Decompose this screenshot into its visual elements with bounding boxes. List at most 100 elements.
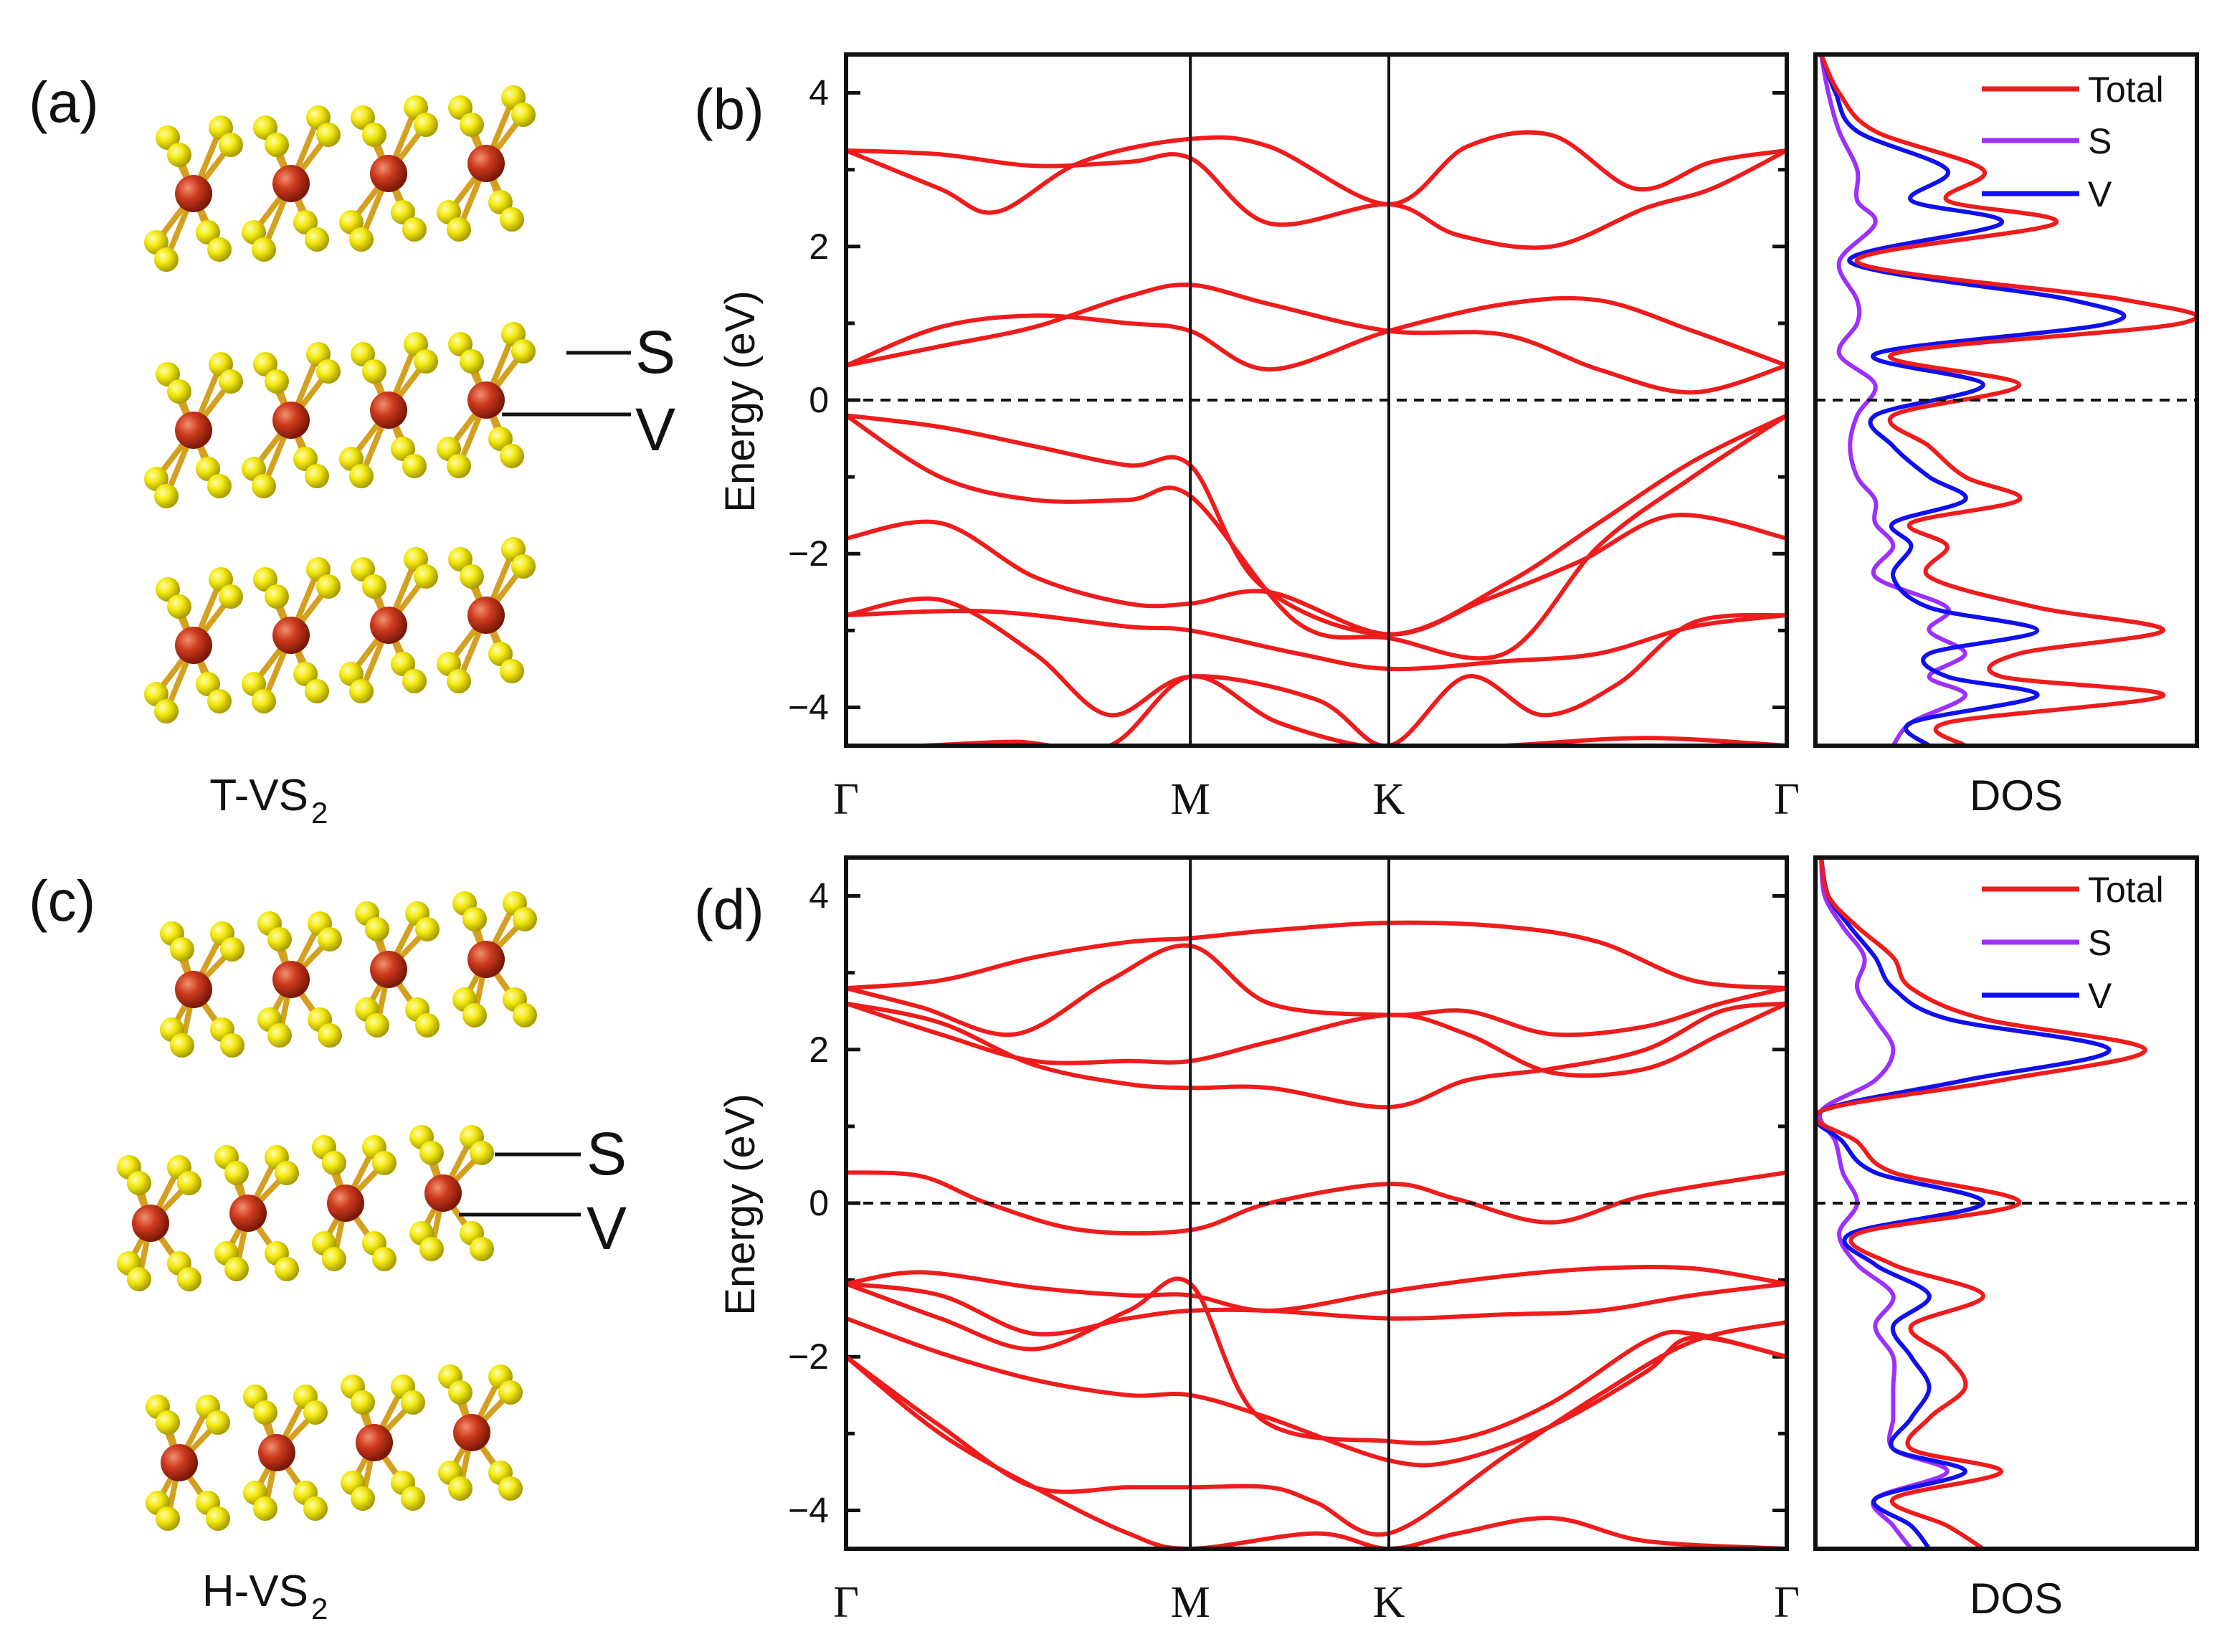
- dos-plot-frame: [1813, 52, 2199, 748]
- s-atom: [265, 369, 289, 394]
- band-line-3: [846, 1276, 1787, 1446]
- s-atom: [498, 1380, 523, 1405]
- s-atom: [267, 1023, 292, 1048]
- s-atom: [414, 113, 438, 137]
- band-structure-panel-b: (b) Energy (eV) DOS 4 2 0 −2 −4 Γ M K Γ Total S…: [694, 52, 2199, 824]
- band-lines: [846, 130, 1787, 746]
- s-atom: [372, 1151, 397, 1175]
- structure-panel-a: (a) S V T-VS 2: [29, 70, 675, 830]
- s-atom: [206, 1410, 230, 1435]
- s-atom: [498, 1476, 523, 1501]
- y-tick-label: 2: [809, 1030, 829, 1070]
- s-atom: [415, 1013, 440, 1038]
- band-line-3: [846, 513, 1787, 637]
- s-atom: [448, 332, 473, 356]
- s-atom: [207, 474, 232, 498]
- structure-subscript: 2: [311, 1592, 328, 1625]
- s-atom-label: S: [587, 1120, 627, 1187]
- s-atom: [224, 1161, 249, 1185]
- s-atom: [156, 362, 180, 386]
- s-atom: [220, 1033, 244, 1058]
- s-atom: [414, 564, 438, 589]
- v-atom: [453, 1414, 490, 1451]
- s-atom: [252, 474, 276, 498]
- s-atom: [207, 237, 232, 262]
- band-line-7: [846, 283, 1787, 395]
- v-atom: [272, 617, 310, 654]
- dos-curve-total: [1815, 858, 2147, 1549]
- s-atom: [419, 1237, 444, 1261]
- k-point-label: K: [1373, 1578, 1405, 1627]
- v-atom: [132, 1205, 169, 1242]
- s-atom-label: S: [635, 318, 675, 386]
- s-atom: [156, 1506, 180, 1531]
- s-atom: [207, 689, 232, 713]
- band-line-4: [846, 1281, 1787, 1337]
- s-atom: [470, 1237, 494, 1261]
- band-line-1: [846, 596, 1787, 746]
- s-atom: [224, 1257, 249, 1281]
- v-atom: [175, 412, 212, 449]
- panel-label-d: (d): [694, 878, 764, 941]
- s-atom: [275, 1257, 299, 1281]
- s-atom: [349, 464, 374, 488]
- s-atom: [156, 1410, 180, 1435]
- y-tick-label: 0: [809, 1183, 829, 1223]
- s-atom: [154, 699, 179, 723]
- s-atom: [154, 484, 179, 508]
- v-atom-label: V: [587, 1195, 627, 1262]
- s-atom: [322, 1151, 346, 1175]
- s-atom: [402, 217, 427, 242]
- y-tick-label: −4: [788, 687, 829, 727]
- k-point-label: K: [1373, 775, 1405, 824]
- structure-name: T-VS: [209, 771, 308, 820]
- s-atom: [127, 1267, 151, 1291]
- s-atom: [196, 220, 220, 245]
- panel-label-b: (b): [694, 77, 764, 141]
- dos-legend: Total S V: [1982, 70, 2164, 214]
- s-atom: [303, 1400, 328, 1425]
- dos-axis-title: DOS: [1970, 772, 2063, 820]
- band-structure-panel-d: (d) Energy (eV) DOS 4 2 0 −2 −4 Γ M K Γ Total S…: [694, 855, 2199, 1627]
- s-atom: [414, 349, 438, 374]
- s-atom: [293, 210, 318, 234]
- s-atom: [460, 564, 484, 589]
- legend-v-label: V: [2088, 174, 2112, 214]
- s-atom: [265, 133, 289, 157]
- band-line-8: [846, 148, 1787, 250]
- s-atom: [318, 1023, 342, 1048]
- band-line-2: [846, 609, 1787, 672]
- s-atom: [252, 237, 276, 262]
- s-atom: [488, 642, 513, 666]
- s-atom: [156, 577, 180, 602]
- dos-curve-v: [1819, 54, 2127, 746]
- s-atom: [305, 227, 329, 252]
- s-atom: [167, 379, 191, 404]
- s-atom: [402, 454, 427, 478]
- structure-title-t-vs2: T-VS: [209, 771, 308, 820]
- s-atom: [447, 669, 471, 693]
- v-atom: [467, 145, 505, 182]
- s-atom: [305, 464, 329, 488]
- s-atom: [316, 574, 341, 599]
- s-atom: [293, 662, 318, 686]
- s-atom: [156, 125, 180, 150]
- y-tick-label: −2: [788, 533, 829, 574]
- s-atom: [351, 342, 375, 366]
- s-atom: [447, 454, 471, 478]
- s-atom: [362, 123, 386, 147]
- s-atom: [401, 1390, 425, 1415]
- s-atom: [448, 1380, 473, 1405]
- v-atom: [370, 607, 407, 644]
- k-point-label: Γ: [833, 775, 859, 824]
- band-line-5: [846, 413, 1787, 637]
- s-atom: [402, 669, 427, 693]
- s-atom: [419, 1141, 444, 1165]
- band-lines: [846, 920, 1787, 1549]
- structure-panel-c: (c) S V H-VS 2: [29, 869, 627, 1625]
- v-atom: [175, 627, 212, 664]
- s-atom: [511, 103, 536, 127]
- s-atom: [391, 200, 415, 224]
